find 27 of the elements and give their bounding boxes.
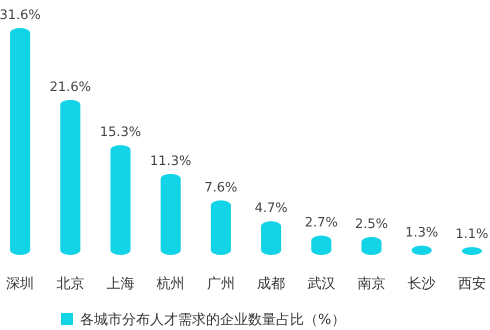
- x-tick-label: 南京: [358, 276, 386, 292]
- x-tick-label: 成都: [257, 276, 286, 292]
- x-tick-label: 长沙: [408, 276, 436, 292]
- data-label: 2.7%: [304, 216, 338, 231]
- bar: [210, 200, 231, 255]
- data-label: 21.6%: [50, 80, 91, 95]
- bar: [261, 221, 282, 255]
- bar: [10, 28, 30, 255]
- x-tick-label: 深圳: [6, 276, 34, 292]
- data-label: 4.7%: [254, 201, 288, 216]
- x-tick-label: 北京: [56, 276, 84, 292]
- data-label: 31.6%: [0, 8, 41, 23]
- bar: [60, 100, 80, 255]
- x-tick-label: 杭州: [156, 276, 185, 292]
- x-tick-label: 广州: [206, 276, 235, 292]
- legend-label: 各城市分布人才需求的企业数量占比（%）: [80, 312, 346, 328]
- bar: [160, 174, 181, 255]
- data-label: 1.3%: [405, 226, 438, 241]
- data-label: 2.5%: [354, 217, 388, 232]
- data-label: 7.6%: [204, 180, 238, 196]
- data-label: 1.1%: [455, 227, 488, 242]
- data-label: 11.3%: [150, 154, 192, 169]
- data-label: 15.3%: [100, 125, 142, 140]
- x-tick-label: 武汉: [307, 276, 336, 292]
- bar: [110, 145, 131, 255]
- x-tick-label: 西安: [458, 276, 486, 292]
- x-tick-label: 上海: [106, 276, 134, 292]
